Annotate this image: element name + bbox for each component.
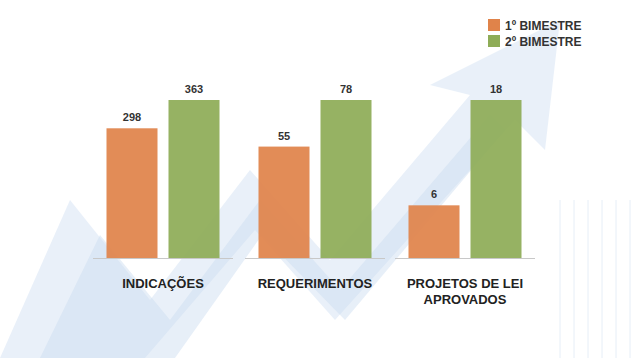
category-label: INDICAÇÕES xyxy=(122,276,204,291)
bar xyxy=(321,100,372,258)
bars xyxy=(259,100,372,258)
chart-panel: 298 363 INDICAÇÕES xyxy=(93,83,233,291)
data-label: 18 xyxy=(490,83,502,95)
category-label: REQUERIMENTOS xyxy=(258,276,373,291)
data-labels: 298 363 xyxy=(123,83,203,123)
bar xyxy=(169,100,220,258)
baseline xyxy=(395,258,535,259)
legend: 1º BIMESTRE 2º BIMESTRE xyxy=(488,19,581,49)
baseline xyxy=(245,258,385,259)
decoration-line xyxy=(630,200,631,358)
decoration-line xyxy=(602,200,603,358)
data-label: 363 xyxy=(185,83,203,95)
data-label: 6 xyxy=(431,188,437,200)
data-label: 55 xyxy=(278,130,290,142)
decoration-line xyxy=(588,200,589,358)
baseline xyxy=(93,258,233,259)
arrow-decoration xyxy=(0,20,560,358)
decoration-line xyxy=(616,200,617,358)
chart-canvas: 298 363 INDICAÇÕES 1º BIMESTRE 2º BIMESTRE 55… xyxy=(0,0,640,358)
bar xyxy=(409,205,460,258)
chart-panel: 55 78 REQUERIMENTOS xyxy=(245,83,385,291)
bars xyxy=(107,100,220,258)
arrow-decoration xyxy=(40,115,505,358)
legend-swatch xyxy=(488,19,500,31)
legend-label: 1º BIMESTRE xyxy=(505,19,581,33)
decoration-line xyxy=(574,200,575,358)
bar xyxy=(107,128,158,258)
legend-swatch xyxy=(488,35,500,47)
background xyxy=(0,0,640,358)
data-label: 298 xyxy=(123,111,141,123)
bar xyxy=(259,147,310,258)
data-label: 78 xyxy=(340,83,352,95)
legend-label: 2º BIMESTRE xyxy=(505,35,581,49)
chart-panel: 6 18 PROJETOS DE LEIAPROVADOS xyxy=(395,83,535,307)
data-labels: 55 78 xyxy=(278,83,352,142)
background-decoration xyxy=(0,0,640,358)
data-labels: 6 18 xyxy=(431,83,502,200)
bar xyxy=(471,100,522,258)
category-label: PROJETOS DE LEIAPROVADOS xyxy=(407,276,523,307)
decoration-line xyxy=(560,200,561,358)
bars xyxy=(409,100,522,258)
